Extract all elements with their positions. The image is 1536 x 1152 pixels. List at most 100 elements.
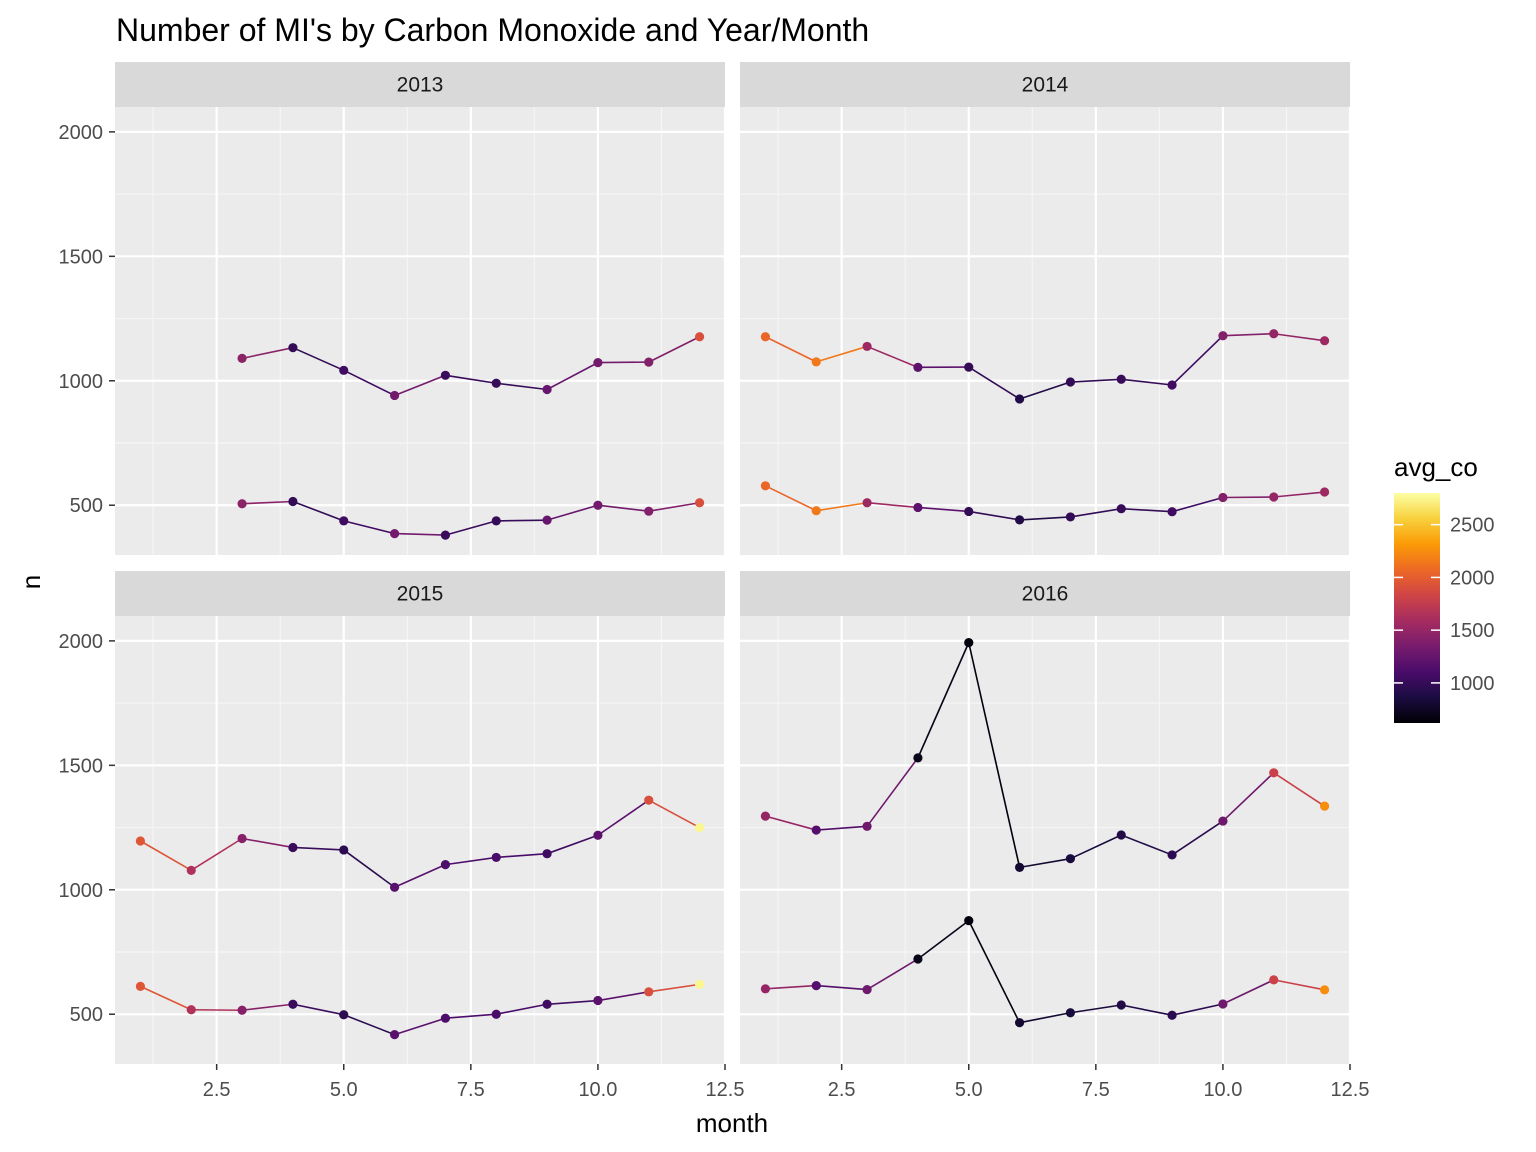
line-segment	[496, 1003, 548, 1016]
data-point	[694, 979, 705, 989]
data-point	[440, 1013, 451, 1023]
line-segment	[917, 642, 970, 759]
series-line-upper	[760, 638, 1330, 872]
line-segment	[1121, 507, 1173, 513]
data-point	[1319, 801, 1330, 811]
x-tick-label: 5.0	[955, 1079, 983, 1101]
plot-background	[115, 616, 725, 1064]
line-segment	[241, 837, 294, 849]
data-point	[964, 362, 974, 372]
line-segment	[967, 642, 1021, 868]
data-point	[1014, 862, 1025, 872]
line-segment	[242, 500, 293, 505]
line-segment	[597, 799, 650, 836]
data-point	[1065, 1008, 1076, 1018]
line-segment	[866, 958, 919, 991]
data-point	[1065, 854, 1076, 864]
line-segment	[1171, 496, 1224, 513]
data-point	[237, 1005, 247, 1015]
line-segment	[445, 1013, 497, 1020]
line-segment	[343, 520, 395, 535]
data-point	[1319, 985, 1330, 995]
data-point	[811, 981, 821, 991]
line-segment	[816, 825, 868, 831]
x-tick-label: 12.5	[706, 1079, 745, 1101]
x-tick-label: 7.5	[1082, 1079, 1110, 1101]
data-point	[644, 357, 654, 367]
line-segment	[394, 863, 446, 889]
data-point	[491, 378, 501, 388]
data-point	[237, 833, 247, 844]
chart-title: Number of MI's by Carbon Monoxide and Ye…	[116, 12, 869, 48]
legend-title: avg_co	[1394, 452, 1478, 482]
line-segment	[1121, 378, 1173, 386]
plot-background	[740, 107, 1350, 555]
y-tick-label: 1500	[59, 755, 104, 777]
line-segment	[1070, 1004, 1122, 1014]
data-point	[491, 516, 501, 526]
data-point	[862, 498, 872, 508]
line-segment	[1070, 378, 1122, 383]
plot-background	[115, 107, 725, 555]
data-point	[339, 516, 349, 526]
line-segment	[597, 991, 649, 1002]
line-segment	[1171, 1003, 1224, 1016]
data-point	[1269, 768, 1279, 778]
line-segment	[1171, 820, 1224, 856]
data-point	[1218, 492, 1228, 503]
data-point	[1269, 975, 1279, 985]
data-point	[644, 987, 654, 997]
line-segment	[765, 984, 817, 990]
line-segment	[1019, 1011, 1071, 1024]
data-point	[811, 825, 821, 835]
data-point	[389, 390, 400, 401]
line-segment	[816, 984, 868, 991]
series-line-upper	[237, 332, 705, 401]
data-point	[389, 882, 400, 892]
line-segment	[394, 532, 446, 536]
data-point	[1167, 1010, 1177, 1020]
line-segment	[867, 501, 918, 509]
panel-2013: 2013 500 1000 1500 2000	[59, 62, 727, 555]
data-point	[862, 821, 872, 831]
line-segment	[648, 501, 700, 512]
line-segment	[1171, 335, 1224, 386]
data-point	[964, 916, 974, 926]
data-point	[542, 849, 552, 859]
data-point	[186, 865, 196, 875]
data-point	[1116, 830, 1126, 840]
data-point	[694, 822, 705, 833]
data-point	[186, 1005, 196, 1015]
facet-strip-label: 2015	[397, 583, 444, 606]
line-segment	[445, 856, 497, 866]
data-point	[694, 498, 705, 508]
data-point	[440, 370, 451, 380]
line-segment	[1273, 979, 1325, 991]
line-segment	[816, 501, 868, 512]
data-point	[1319, 336, 1330, 346]
data-point	[1014, 394, 1025, 404]
line-segment	[1070, 834, 1122, 860]
data-point	[1218, 816, 1228, 826]
line-segment	[140, 840, 192, 872]
data-point	[1167, 380, 1177, 390]
data-point	[389, 1030, 400, 1040]
data-point	[491, 1009, 501, 1019]
line-segment	[292, 500, 345, 522]
line-segment	[648, 983, 700, 993]
series-line-upper	[135, 795, 705, 892]
line-segment	[496, 519, 548, 522]
y-tick-label: 2000	[59, 631, 104, 653]
data-point	[542, 384, 552, 395]
data-point	[237, 353, 247, 363]
line-segment	[1070, 507, 1122, 518]
line-segment	[546, 504, 599, 521]
data-point	[862, 341, 872, 352]
x-axis-title: month	[696, 1108, 768, 1138]
y-tick-label: 1000	[59, 880, 104, 902]
line-segment	[968, 366, 1021, 400]
line-segment	[765, 336, 817, 363]
y-axis-title: n	[16, 575, 46, 589]
line-segment	[546, 361, 599, 391]
